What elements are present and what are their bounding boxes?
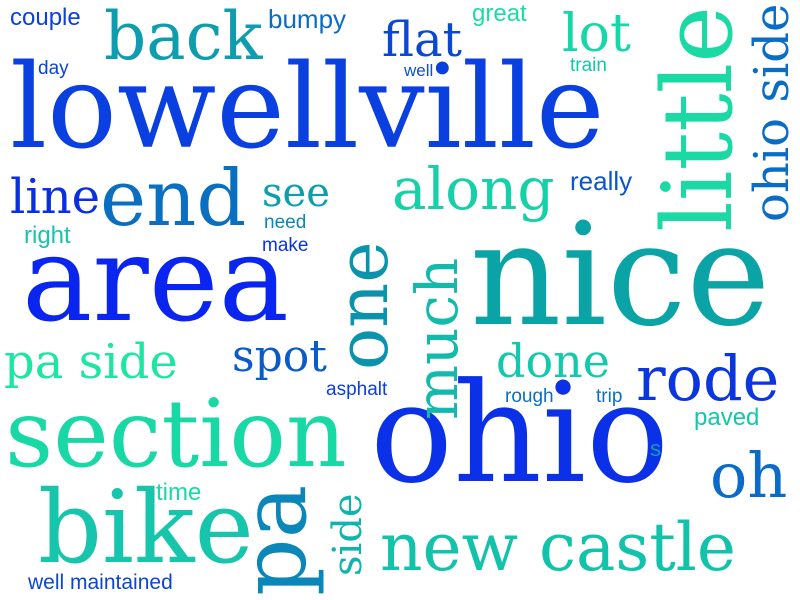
word-pa-side: pa side — [4, 334, 178, 390]
word-asphalt: asphalt — [326, 379, 388, 400]
word-bumpy: bumpy — [268, 4, 347, 34]
word-couple: couple — [10, 4, 81, 31]
word-spot: spot — [232, 331, 327, 382]
word-ohio: ohio — [370, 353, 670, 514]
word-flat: flat — [382, 12, 462, 68]
word-lowellville: lowellville — [10, 40, 605, 175]
word-much: much — [403, 257, 471, 420]
word-area: area — [22, 210, 289, 348]
word-need: need — [264, 212, 307, 233]
word-done: done — [496, 334, 610, 388]
word-little: little — [642, 5, 754, 232]
word-well-maintained: well maintained — [28, 571, 173, 594]
word-rode: rode — [636, 342, 780, 415]
word-day: day — [38, 58, 69, 79]
word-paved: paved — [694, 404, 760, 431]
word-back: back — [104, 0, 263, 75]
word-lot: lot — [562, 4, 631, 64]
word-time: time — [156, 479, 202, 506]
word-right: right — [24, 222, 71, 249]
word-really: really — [570, 166, 633, 196]
word-ohio-side: ohio side — [744, 3, 800, 222]
word-great: great — [472, 0, 527, 27]
word-one: one — [322, 241, 404, 370]
word-make: make — [262, 235, 309, 256]
word-bike: bike — [38, 469, 254, 586]
word-well: well — [404, 61, 434, 80]
word-side: side — [325, 493, 371, 576]
word-trip: trip — [596, 386, 623, 407]
word-section: section — [5, 380, 347, 489]
word-oh: oh — [710, 439, 788, 512]
word-train: train — [570, 55, 607, 76]
word-new-castle: new castle — [380, 509, 736, 586]
word-end: end — [100, 154, 247, 244]
word-nice: nice — [470, 193, 771, 358]
word-s: s — [650, 436, 661, 461]
word-see: see — [262, 170, 330, 216]
word-along: along — [392, 155, 555, 223]
word-rough: rough — [505, 386, 554, 407]
word-pa: pa — [222, 484, 327, 596]
word-line: line — [10, 169, 101, 225]
